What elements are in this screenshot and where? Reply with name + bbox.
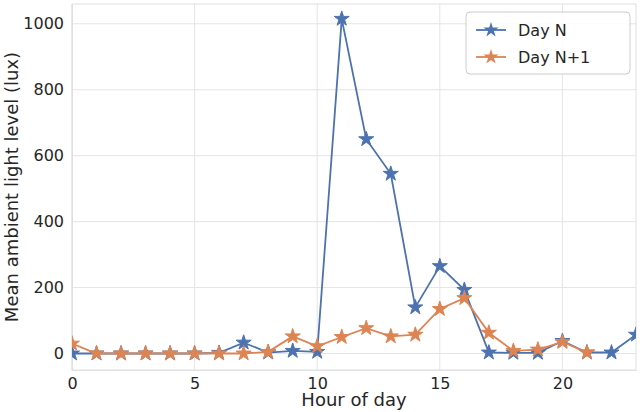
grid-line-x <box>317 4 318 370</box>
plot: 0510152002004006008001000Day NDay N+1 <box>23 4 640 393</box>
series-marker <box>481 325 496 339</box>
series-marker <box>383 328 398 342</box>
series-marker <box>579 345 594 359</box>
series-marker <box>187 346 202 360</box>
y-tick-label: 400 <box>33 212 64 231</box>
x-axis-line <box>73 370 637 371</box>
y-axis-title: Mean ambient light level (lux) <box>1 52 22 322</box>
grid-line-y <box>72 89 636 90</box>
series-marker <box>163 346 178 360</box>
series-marker <box>212 346 227 360</box>
x-tick-label: 15 <box>430 374 450 393</box>
series-marker <box>236 346 251 360</box>
y-tick-label: 200 <box>33 278 64 297</box>
series-marker <box>579 345 594 359</box>
series-marker <box>359 131 374 145</box>
series-marker <box>334 329 349 343</box>
series-marker <box>530 342 545 356</box>
data-area <box>72 11 636 360</box>
series-marker <box>481 345 496 359</box>
series-marker <box>457 290 472 304</box>
series-marker <box>310 338 325 352</box>
series-marker <box>114 346 129 360</box>
x-axis-title: Hour of day <box>301 389 407 410</box>
series-marker <box>555 333 570 347</box>
legend-marker <box>483 49 498 63</box>
y-tick-label: 600 <box>33 146 64 165</box>
y-tick-label: 0 <box>54 344 64 363</box>
y-tick: 0 <box>54 344 72 363</box>
legend-marker <box>483 22 498 36</box>
series-marker <box>383 166 398 180</box>
series-marker <box>72 336 80 350</box>
x-tick: 5 <box>190 370 200 393</box>
series-marker <box>408 299 423 313</box>
series-marker <box>138 346 153 360</box>
grid <box>72 4 636 370</box>
series-marker <box>212 345 227 359</box>
series-marker <box>506 343 521 357</box>
series-marker <box>408 327 423 341</box>
series-marker <box>163 346 178 360</box>
x-tick-label: 0 <box>67 374 77 393</box>
series-marker <box>285 328 300 342</box>
legend-label: Day N+1 <box>518 48 590 67</box>
series-marker <box>187 346 202 360</box>
grid-line-x <box>194 4 195 370</box>
series-marker <box>555 334 570 348</box>
grid-line-y <box>72 221 636 222</box>
series-marker <box>89 346 104 360</box>
series-marker <box>432 258 447 272</box>
series-marker <box>359 320 374 334</box>
y-tick: 400 <box>33 212 72 231</box>
series-marker <box>334 11 349 25</box>
series-marker <box>285 343 300 357</box>
y-tick: 1000 <box>23 14 72 33</box>
x-tick-label: 5 <box>190 374 200 393</box>
legend-label: Day N <box>518 21 567 40</box>
plot-frame <box>72 4 636 370</box>
chart: 0510152002004006008001000Day NDay N+1Hou… <box>0 0 640 412</box>
y-tick: 200 <box>33 278 72 297</box>
grid-line-y <box>72 155 636 156</box>
y-axis-line <box>72 5 73 371</box>
series-marker <box>604 345 619 359</box>
y-tick-label: 1000 <box>23 14 64 33</box>
grid-line-x <box>439 4 440 370</box>
series-marker <box>89 346 104 360</box>
series-marker <box>432 301 447 315</box>
grid-line-y <box>72 287 636 288</box>
x-tick: 20 <box>553 370 573 393</box>
legend-box <box>466 12 630 74</box>
x-tick-label: 20 <box>553 374 573 393</box>
y-tick-label: 800 <box>33 80 64 99</box>
series-line <box>72 298 587 353</box>
series-marker <box>138 346 153 360</box>
legend: Day N Day N+1 <box>466 12 630 74</box>
x-tick: 0 <box>67 370 77 393</box>
y-axis: 0 200 400 600 800 1000 <box>23 5 72 371</box>
y-tick: 800 <box>33 80 72 99</box>
series-marker <box>261 344 276 358</box>
series-marker <box>628 327 636 341</box>
series-marker <box>114 346 129 360</box>
x-tick: 15 <box>430 370 450 393</box>
y-tick: 600 <box>33 146 72 165</box>
